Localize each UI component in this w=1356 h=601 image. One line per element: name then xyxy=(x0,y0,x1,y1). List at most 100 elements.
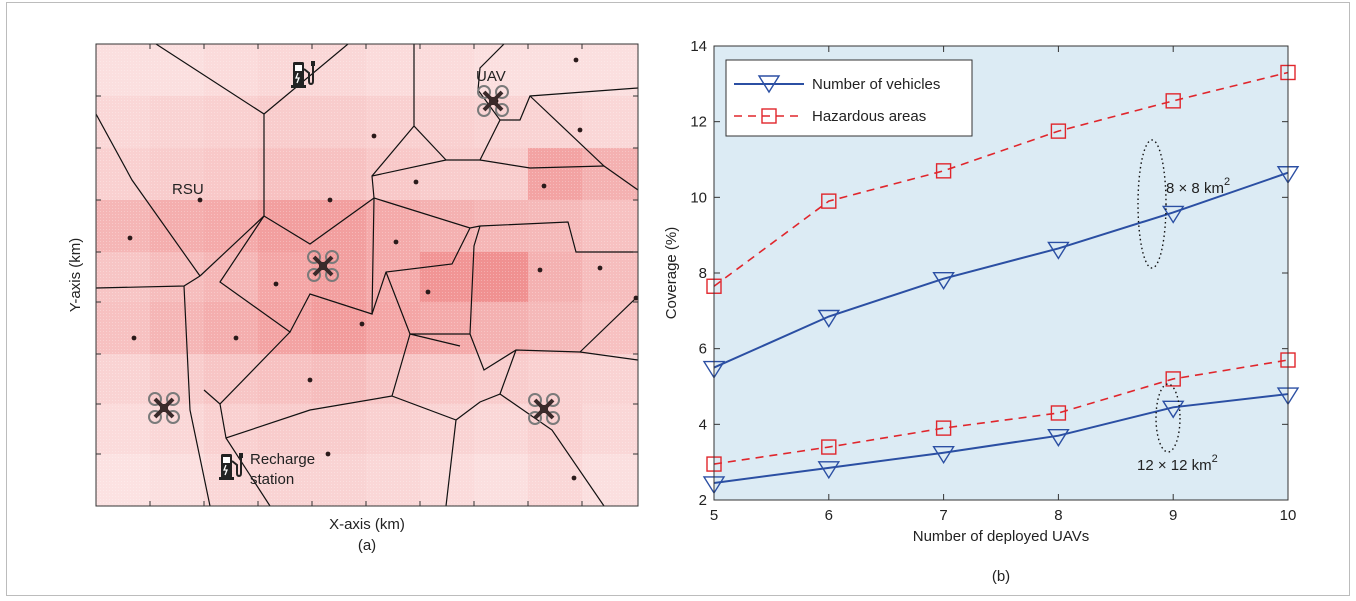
data-point xyxy=(1047,241,1070,260)
uav-label: UAV xyxy=(476,68,506,85)
voronoi-edge xyxy=(371,44,415,199)
rsu-dot xyxy=(413,179,419,185)
voronoi-edge xyxy=(371,227,471,315)
legend-marker-vehicles xyxy=(757,75,781,94)
panel-a-xlabel: X-axis (km) xyxy=(329,516,405,533)
rsu-dot xyxy=(325,451,331,457)
y-tick-label: 12 xyxy=(690,114,707,131)
voronoi-edges xyxy=(96,44,638,506)
data-point xyxy=(1165,93,1181,109)
rsu-dot xyxy=(127,235,133,241)
x-tick-label: 10 xyxy=(1280,507,1297,524)
rsu-dot xyxy=(425,289,431,295)
data-point xyxy=(935,420,952,436)
y-tick-label: 14 xyxy=(690,38,707,55)
voronoi-edge xyxy=(479,159,605,169)
rsu-dot xyxy=(273,281,279,287)
rsu-dot xyxy=(571,475,577,481)
voronoi-edge xyxy=(96,113,201,277)
rsu-dot xyxy=(131,335,137,341)
voronoi-edge xyxy=(203,389,221,405)
panel-b-caption: (b) xyxy=(992,568,1010,585)
legend-label-vehicles: Number of vehicles xyxy=(812,76,940,93)
y-tick-label: 10 xyxy=(690,189,707,206)
series-line xyxy=(713,171,1289,369)
rsu-dot xyxy=(197,197,203,203)
rsu-dot xyxy=(541,183,547,189)
x-axis-label: Number of deployed UAVs xyxy=(913,528,1089,545)
data-point xyxy=(821,439,837,455)
panel-a-axes-box xyxy=(95,43,639,507)
y-tick-label: 4 xyxy=(699,416,707,433)
panel-a-caption: (a) xyxy=(358,537,376,554)
y-tick-label: 8 xyxy=(699,265,707,282)
data-point xyxy=(1165,371,1181,387)
x-tick-label: 5 xyxy=(710,507,718,524)
data-point xyxy=(932,446,955,465)
series-line xyxy=(713,71,1289,287)
group-ellipse-12km xyxy=(1155,383,1181,453)
panel-b-chart: 2 4 6 8 10 12 14 5 6 7 8 9 10 8 × 8 km2 12 × 12 km2… xyxy=(663,38,1300,585)
rsu-dot xyxy=(573,57,579,63)
x-tick-label: 9 xyxy=(1169,507,1177,524)
x-tick-label: 7 xyxy=(939,507,947,524)
recharge-label-line2: station xyxy=(250,471,294,488)
voronoi-edge xyxy=(373,197,638,253)
voronoi-edge xyxy=(477,44,505,91)
voronoi-edge xyxy=(225,437,271,506)
rsu-dot xyxy=(633,295,638,301)
legend-marker-hazard xyxy=(761,108,777,124)
rsu-dots xyxy=(127,57,638,481)
voronoi-edge xyxy=(183,285,211,506)
rsu-dot xyxy=(371,133,377,139)
data-point xyxy=(1161,205,1185,224)
rsu-dot xyxy=(327,197,333,203)
rsu-dot xyxy=(577,127,583,133)
panel-a-ticks xyxy=(96,44,638,506)
voronoi-edge xyxy=(499,393,605,506)
panel-a-map: UAV RSU Recharge station X-axis (km) Y-a… xyxy=(67,43,639,554)
series-line xyxy=(713,393,1289,484)
voronoi-edge xyxy=(391,333,457,506)
legend: Number of vehicles Hazardous areas xyxy=(725,59,973,137)
voronoi-edge xyxy=(263,197,375,245)
plot-frame xyxy=(713,45,1289,501)
voronoi-edge xyxy=(263,44,349,115)
data-point xyxy=(817,309,841,328)
rsu-label: RSU xyxy=(172,181,204,198)
data-point xyxy=(1047,428,1070,448)
recharge-label-line1: Recharge xyxy=(250,451,315,468)
data-point xyxy=(817,461,841,480)
voronoi-edge xyxy=(409,333,461,347)
annotation-8km: 8 × 8 km2 xyxy=(1166,176,1230,197)
data-point xyxy=(821,193,837,209)
y-tick-label: 2 xyxy=(699,492,707,509)
x-tick-label: 6 xyxy=(825,507,833,524)
group-ellipse-8km xyxy=(1137,139,1167,269)
annotation-12km: 12 × 12 km2 xyxy=(1137,453,1218,474)
rsu-dot xyxy=(597,265,603,271)
voronoi-edge xyxy=(219,197,375,333)
voronoi-edge xyxy=(413,125,447,161)
y-axis-label: Coverage (%) xyxy=(663,227,680,320)
rsu-dot xyxy=(359,321,365,327)
voronoi-edge xyxy=(455,349,517,421)
x-tick-label: 8 xyxy=(1054,507,1062,524)
data-point xyxy=(1050,405,1067,421)
data-point xyxy=(935,163,952,179)
panel-a-ylabel: Y-axis (km) xyxy=(67,238,84,312)
y-tick-label: 6 xyxy=(699,341,707,358)
voronoi-edge xyxy=(500,87,638,121)
rsu-dot xyxy=(537,267,543,273)
rsu-dot xyxy=(307,377,313,383)
legend-label-hazard: Hazardous areas xyxy=(812,108,926,125)
data-point xyxy=(932,271,955,290)
rsu-dot xyxy=(233,335,239,341)
data-point xyxy=(1050,123,1067,139)
data-point xyxy=(1161,400,1185,419)
rsu-dot xyxy=(393,239,399,245)
y-axis-ticks: 2 4 6 8 10 12 14 xyxy=(690,38,1288,509)
voronoi-edge xyxy=(155,44,265,277)
x-axis-ticks: 5 6 7 8 9 10 xyxy=(710,46,1297,524)
